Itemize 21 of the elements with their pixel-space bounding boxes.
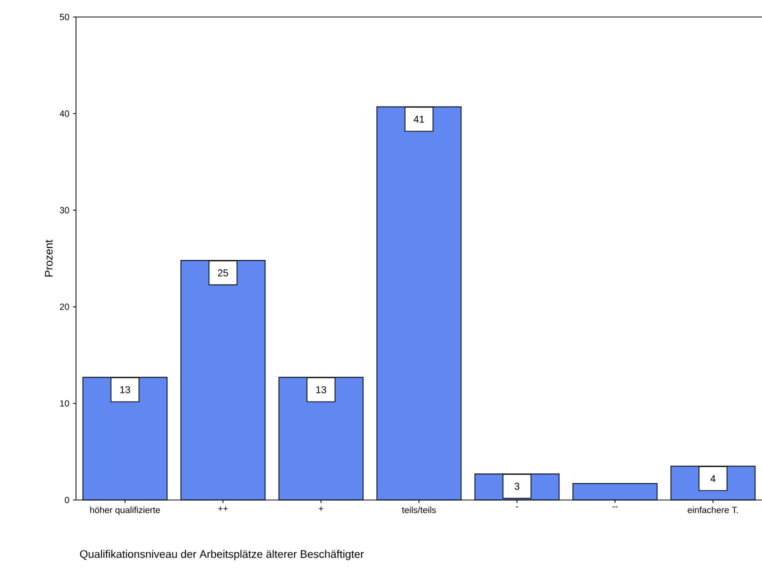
data-label: 41 xyxy=(414,116,424,123)
x-axis-title: Qualifikationsniveau der Arbeitsplätze älterer Beschäftigter xyxy=(80,550,364,560)
x-tick-label: ++ xyxy=(218,506,228,511)
x-tick-label: höher qualifizierte xyxy=(90,506,160,515)
data-label: 4 xyxy=(710,475,716,482)
x-tick-label: einfachere T. xyxy=(688,506,738,514)
y-tick-label: 30 xyxy=(60,207,70,214)
y-tick-label: 50 xyxy=(60,14,70,20)
x-tick-label: teils/teils xyxy=(402,506,436,514)
data-label: 25 xyxy=(218,269,228,276)
x-tick-label: + xyxy=(318,506,324,511)
y-tick-label: 20 xyxy=(60,304,70,310)
y-tick-label: 0 xyxy=(64,496,70,504)
x-tick-label: - xyxy=(516,506,518,508)
y-tick-label: 40 xyxy=(60,110,70,117)
x-tick-label: -- xyxy=(612,506,618,508)
data-label: 13 xyxy=(316,386,326,394)
y-axis-title: Prozent xyxy=(45,240,53,276)
y-tick-label: 10 xyxy=(60,400,70,407)
data-label: 13 xyxy=(120,386,130,394)
data-label: 3 xyxy=(514,482,520,490)
